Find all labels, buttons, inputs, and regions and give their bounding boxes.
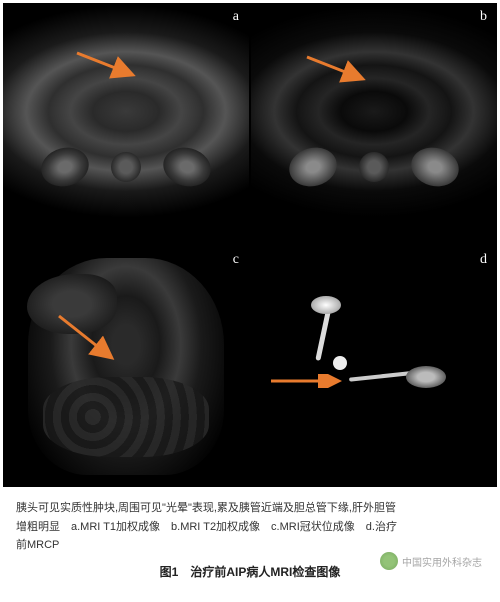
duct-shape <box>406 366 446 388</box>
wechat-icon <box>380 552 398 570</box>
mri-image-b <box>251 3 497 244</box>
duct-shape <box>315 306 331 361</box>
mrcp-image-d <box>251 246 497 487</box>
mri-image-c <box>3 246 249 487</box>
watermark: 中国实用外科杂志 <box>380 552 482 570</box>
arrow-icon <box>75 51 145 81</box>
panel-a: a <box>3 3 249 244</box>
arrow-icon <box>57 314 127 364</box>
kidney-shape <box>159 142 215 191</box>
spine-shape <box>359 152 389 182</box>
bowel-shape <box>43 377 209 457</box>
panel-c: c <box>3 246 249 487</box>
arrow-icon <box>269 374 349 388</box>
caption-line: 胰头可见实质性肿块,周围可见"光晕"表现,累及胰管近端及胆总管下缘,肝外胆管 <box>16 499 484 518</box>
spine-shape <box>111 152 141 182</box>
duct-shape <box>333 356 347 370</box>
kidney-shape <box>407 142 463 191</box>
panel-b: b <box>251 3 497 244</box>
panel-label-c: c <box>233 252 239 268</box>
panel-label-a: a <box>233 9 239 25</box>
arrow-icon <box>305 55 375 85</box>
kidney-shape <box>37 142 93 191</box>
figure-caption: 胰头可见实质性肿块,周围可见"光晕"表现,累及胰管近端及胆总管下缘,肝外胆管 增… <box>16 499 484 555</box>
duct-shape <box>311 296 341 314</box>
caption-line: 增粗明显 a.MRI T1加权成像 b.MRI T2加权成像 c.MRI冠状位成… <box>16 518 484 537</box>
kidney-shape <box>285 142 341 191</box>
panel-label-d: d <box>480 252 487 268</box>
watermark-text: 中国实用外科杂志 <box>402 554 482 569</box>
panel-d: d <box>251 246 497 487</box>
panel-label-b: b <box>480 9 487 25</box>
mri-panel-grid: a b c <box>3 3 497 487</box>
mri-image-a <box>3 3 249 244</box>
